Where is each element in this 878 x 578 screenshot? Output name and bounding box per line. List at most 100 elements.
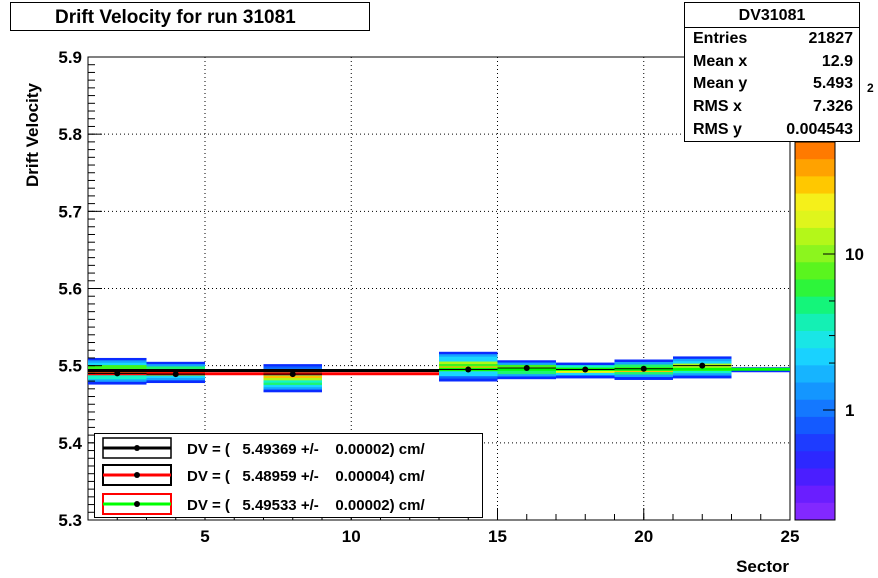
colorbar-cell bbox=[795, 485, 835, 504]
heatmap-cell bbox=[439, 351, 498, 355]
heatmap-cell bbox=[146, 380, 205, 384]
stats-key: Entries bbox=[693, 30, 748, 47]
heatmap-cell bbox=[88, 362, 147, 366]
colorbar-cell bbox=[795, 502, 835, 521]
heatmap-cell bbox=[614, 362, 673, 365]
y-tick-label: 5.5 bbox=[58, 357, 82, 376]
data-point bbox=[640, 365, 647, 372]
stats-key: RMS x bbox=[693, 98, 742, 115]
heatmap-cell bbox=[439, 359, 498, 362]
heatmap-cell bbox=[673, 361, 732, 365]
y-tick-label: 5.7 bbox=[58, 202, 82, 221]
heatmap-cell bbox=[146, 361, 205, 365]
heatmap-cell bbox=[263, 387, 322, 390]
heatmap-cell bbox=[556, 375, 615, 379]
heatmap-cell bbox=[614, 377, 673, 380]
heatmap-cell bbox=[439, 376, 498, 380]
stats-box: DV31081 Entries 21827 Mean x 12.9 Mean y… bbox=[684, 2, 860, 142]
y-axis-label: Drift Velocity bbox=[23, 83, 42, 187]
stats-key: Mean y bbox=[693, 75, 748, 92]
heatmap-cell bbox=[88, 377, 147, 380]
legend-graphics: DV = ( 5.49369 +/- 0.00002) cm/ DV = ( 5… bbox=[102, 437, 425, 515]
data-point bbox=[114, 370, 121, 377]
stats-value: 12.9 bbox=[821, 53, 853, 70]
heatmap-cell bbox=[88, 360, 147, 364]
colorbar-cell bbox=[795, 365, 835, 384]
colorbar-cell bbox=[795, 451, 835, 469]
colorbar-cell bbox=[795, 468, 835, 487]
stats-row-mean-x: Mean x 12.9 bbox=[693, 53, 853, 75]
colorbar-cell bbox=[795, 227, 835, 246]
data-point bbox=[582, 366, 589, 373]
colorbar-cell bbox=[795, 434, 835, 452]
stats-title: DV31081 bbox=[685, 3, 859, 28]
heatmap-cell bbox=[439, 371, 498, 375]
heatmap-cell bbox=[614, 374, 673, 378]
y-tick-label: 5.9 bbox=[58, 48, 82, 67]
colorbar-cell bbox=[795, 348, 835, 366]
legend-marker-2 bbox=[134, 472, 140, 478]
heatmap-cell bbox=[263, 378, 322, 381]
heatmap-cell bbox=[88, 357, 147, 361]
legend-marker-1 bbox=[134, 445, 140, 451]
colorbar-cell bbox=[795, 210, 835, 229]
colorbar-cell bbox=[795, 245, 835, 263]
data-points bbox=[88, 362, 732, 378]
colorbar-cell bbox=[795, 142, 835, 160]
heatmap-cell bbox=[614, 372, 673, 375]
colorbar-cell bbox=[795, 279, 835, 298]
data-point bbox=[699, 362, 706, 369]
heatmap-cell bbox=[497, 362, 556, 366]
heatmap-cell bbox=[88, 379, 147, 383]
colorbar-cell bbox=[795, 331, 835, 349]
colorbar-cell bbox=[795, 159, 835, 177]
data-point bbox=[523, 364, 530, 371]
stats-key: Mean x bbox=[693, 53, 748, 70]
heatmap-cell bbox=[497, 371, 556, 375]
stats-row-mean-y: Mean y 5.493 bbox=[693, 75, 853, 97]
heatmap-cell bbox=[88, 381, 147, 385]
colorbar-frame bbox=[794, 141, 836, 521]
colorbar-partial-label: 2 bbox=[867, 81, 874, 95]
colorbar-cell bbox=[795, 193, 835, 212]
legend-label-1: DV = ( 5.49369 +/- 0.00002) cm/ bbox=[187, 441, 425, 458]
colorbar-cell bbox=[795, 399, 835, 418]
x-axis-label: Sector bbox=[736, 557, 789, 576]
heatmap-cell bbox=[439, 363, 498, 367]
heatmap-cell bbox=[673, 373, 732, 377]
stats-row-entries: Entries 21827 bbox=[693, 30, 853, 52]
heatmap-cell bbox=[263, 382, 322, 386]
x-tick-label: 10 bbox=[342, 527, 361, 546]
colorbar-tick-label: 10 bbox=[845, 245, 864, 264]
heatmap-cell bbox=[673, 375, 732, 379]
data-point bbox=[465, 366, 472, 373]
heatmap-cell bbox=[146, 366, 205, 370]
chart-title: Drift Velocity for run 31081 bbox=[55, 7, 296, 28]
stats-value: 5.493 bbox=[812, 75, 853, 92]
heatmap-cell bbox=[88, 367, 147, 371]
heatmap-cell bbox=[263, 380, 322, 384]
heatmap-cell bbox=[556, 372, 615, 376]
heatmap-cell bbox=[88, 365, 147, 368]
x-tick-label: 5 bbox=[200, 527, 209, 546]
heatmap-cell bbox=[731, 370, 790, 373]
colorbar-cell bbox=[795, 176, 835, 195]
heatmap-cell bbox=[439, 373, 498, 377]
heatmap-cell bbox=[439, 361, 498, 365]
colorbar-tick-label: 1 bbox=[845, 401, 854, 420]
heatmap-cell bbox=[263, 364, 322, 367]
colorbar-cell bbox=[795, 262, 835, 280]
y-tick-label: 5.6 bbox=[58, 280, 82, 299]
legend: DV = ( 5.49369 +/- 0.00002) cm/ DV = ( 5… bbox=[94, 433, 483, 518]
legend-marker-3 bbox=[134, 501, 140, 507]
x-tick-label: 25 bbox=[781, 527, 800, 546]
y-tick-label: 5.8 bbox=[58, 125, 82, 144]
x-tick-label: 15 bbox=[488, 527, 507, 546]
x-tick-label: 20 bbox=[634, 527, 653, 546]
colorbar-cell bbox=[795, 382, 835, 401]
heatmap-cell bbox=[146, 378, 205, 381]
axes: 5 10 15 20 25 5.3 5.4 5.5 5.6 5.7 5.8 5.9 bbox=[58, 48, 799, 546]
heatmap-cell bbox=[439, 356, 498, 360]
colorbar-cell bbox=[795, 313, 835, 332]
heatmap-cell bbox=[497, 374, 556, 377]
